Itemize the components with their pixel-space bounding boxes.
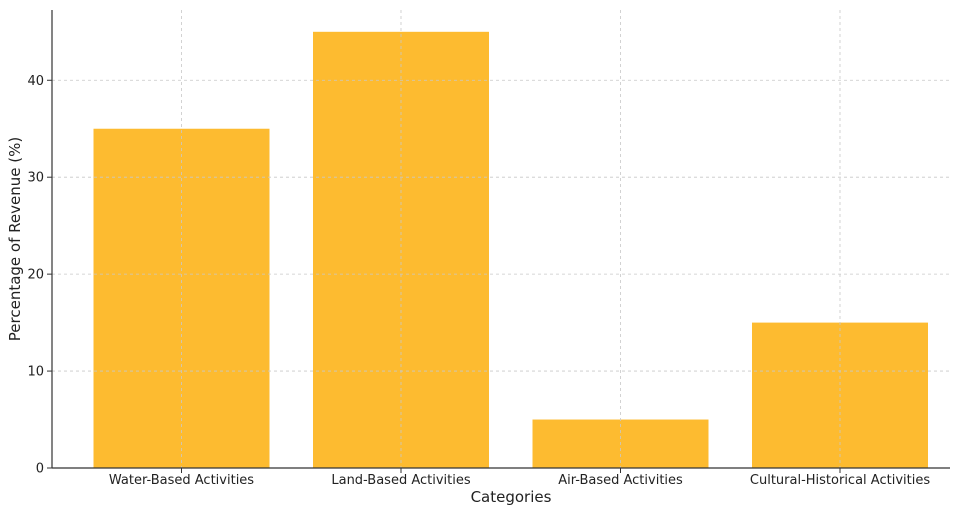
- y-tick-label: 0: [36, 462, 44, 477]
- x-axis-title: Categories: [471, 488, 552, 506]
- x-ticks: Water-Based Activities Land-Based Activit…: [109, 468, 930, 488]
- x-tick-label: Air-Based Activities: [558, 473, 683, 488]
- x-tick-label: Cultural-Historical Activities: [750, 473, 930, 488]
- y-tick-label: 30: [27, 171, 44, 186]
- y-tick-label: 10: [27, 365, 44, 380]
- y-ticks: 0 10 20 30 40: [27, 74, 52, 477]
- y-tick-label: 20: [27, 268, 44, 283]
- axes: [51, 10, 950, 469]
- x-tick-label: Land-Based Activities: [331, 473, 471, 488]
- grid: [52, 10, 950, 468]
- y-axis-title: Percentage of Revenue (%): [6, 137, 24, 341]
- y-tick-label: 40: [27, 74, 44, 89]
- x-tick-label: Water-Based Activities: [109, 473, 254, 488]
- bars: [93, 31, 928, 469]
